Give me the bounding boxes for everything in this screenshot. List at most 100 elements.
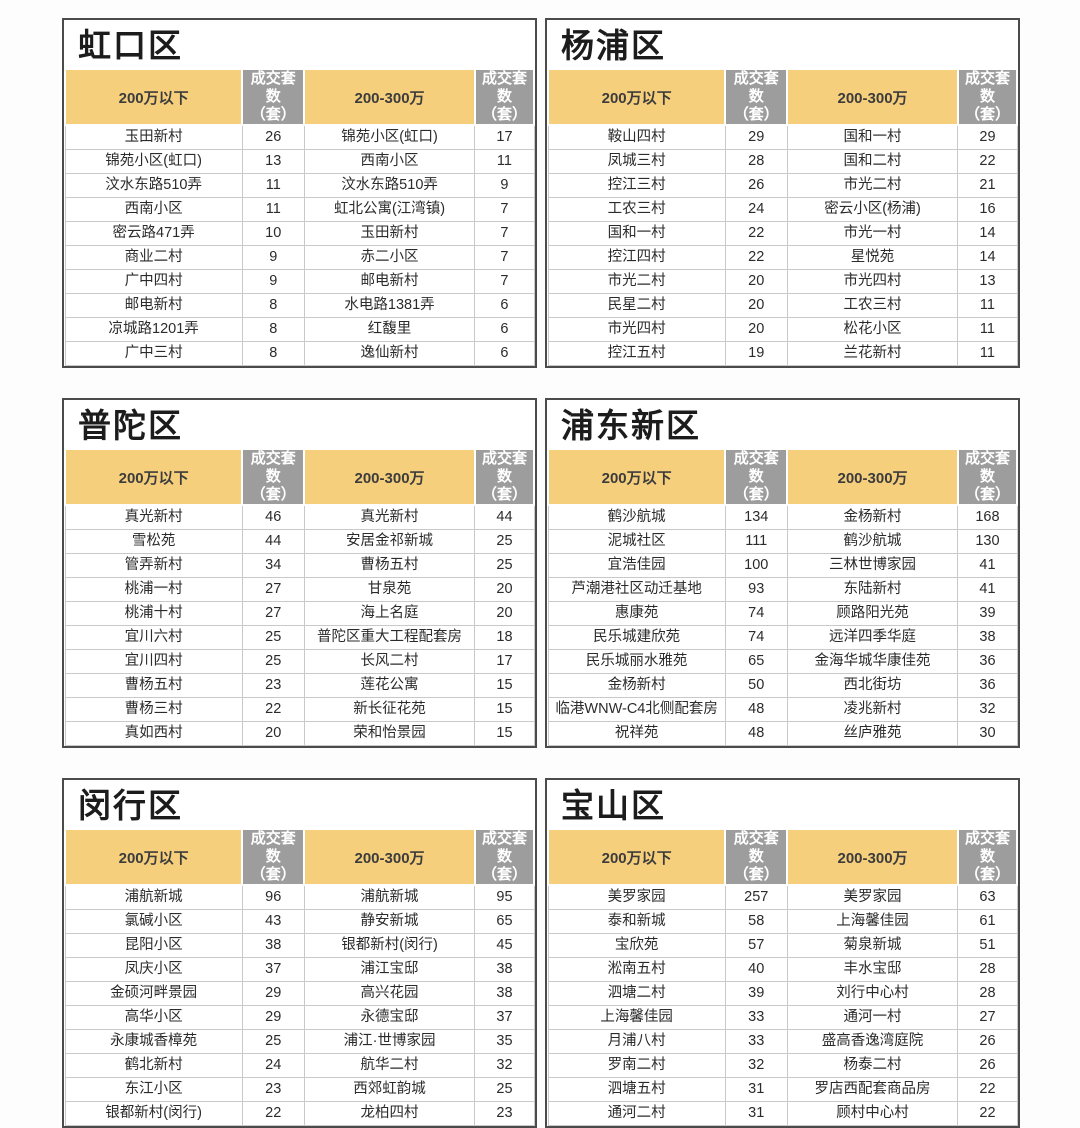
cell-name-200-300: 逸仙新村 [303,341,476,366]
cell-count-under-200: 33 [724,1029,788,1054]
cell-name-under-200: 宝欣苑 [547,933,726,958]
cell-count-200-300: 14 [957,245,1018,270]
count-header-line1: 成交套数 [733,450,779,485]
cell-name-under-200: 真光新村 [64,504,243,530]
table-header-row: 200万以下 成交套数 （套） 200-300万 成交套数 （套） [63,68,536,126]
cell-count-200-300: 17 [474,124,535,150]
table-row: 宜川四村 25 长风二村 17 [64,649,535,674]
cell-name-200-300: 锦苑小区(虹口) [303,124,476,150]
cell-count-200-300: 7 [474,269,535,294]
cell-name-200-300: 安居金祁新城 [303,529,476,554]
cell-name-200-300: 美罗家园 [786,884,959,910]
cell-count-200-300: 38 [957,625,1018,650]
table-row: 邮电新村 8 水电路1381弄 6 [64,293,535,318]
cell-name-200-300: 松花小区 [786,317,959,342]
cell-name-under-200: 宜浩佳园 [547,553,726,578]
table-row: 浦航新城 96 浦航新城 95 [64,884,535,910]
cell-name-200-300: 汶水东路510弄 [303,173,476,198]
table-row: 民乐城建欣苑 74 远洋四季华庭 38 [547,625,1018,650]
cell-count-200-300: 15 [474,721,535,746]
cell-name-under-200: 管弄新村 [64,553,243,578]
cell-name-200-300: 罗店西配套商品房 [786,1077,959,1102]
district-panel: 杨浦区 200万以下 成交套数 （套） 200-300万 成交套数 [545,18,1020,368]
cell-name-200-300: 浦航新城 [303,884,476,910]
cell-count-under-200: 20 [724,293,788,318]
table-row: 凤城三村 28 国和二村 22 [547,149,1018,174]
table-row: 曹杨三村 22 新长征花苑 15 [64,697,535,722]
table-row: 宜川六村 25 普陀区重大工程配套房 18 [64,625,535,650]
district-panel: 宝山区 200万以下 成交套数 （套） 200-300万 成交套数 [545,778,1020,1128]
cell-count-under-200: 31 [724,1101,788,1126]
cell-name-under-200: 高华小区 [64,1005,243,1030]
count-header-line2: （套） [964,866,1010,883]
col-header-count-1: 成交套数 （套） [724,828,789,886]
cell-name-200-300: 荣和怡景园 [303,721,476,746]
table-row: 宜浩佳园 100 三林世博家园 41 [547,553,1018,578]
cell-name-200-300: 凌兆新村 [786,697,959,722]
cell-count-under-200: 25 [241,649,305,674]
table-row: 广中四村 9 邮电新村 7 [64,269,535,294]
cell-count-under-200: 29 [724,124,788,150]
cell-name-under-200: 广中三村 [64,341,243,366]
cell-name-under-200: 鹤北新村 [64,1053,243,1078]
cell-count-under-200: 134 [724,504,788,530]
table-body: 美罗家园 257 美罗家园 63 泰和新城 58 上海馨佳园 61 宝欣苑 57 菊泉新城 51 淞南五… [547,884,1018,1126]
cell-count-200-300: 7 [474,245,535,270]
col-header-under-200: 200万以下 [63,68,244,126]
col-header-count-2: 成交套数 （套） [956,828,1019,886]
cell-count-under-200: 74 [724,601,788,626]
cell-name-under-200: 金硕河畔景园 [64,981,243,1006]
table-row: 泥城社区 111 鹤沙航城 130 [547,529,1018,554]
cell-name-under-200: 汶水东路510弄 [64,173,243,198]
cell-name-under-200: 宜川四村 [64,649,243,674]
cell-count-under-200: 257 [724,884,788,910]
cell-count-200-300: 45 [474,933,535,958]
table-header-row: 200万以下 成交套数 （套） 200-300万 成交套数 （套） [546,448,1019,506]
cell-count-under-200: 11 [241,197,305,222]
cell-count-under-200: 48 [724,721,788,746]
table-row: 凤庆小区 37 浦江宝邸 38 [64,957,535,982]
count-header-line2: （套） [250,866,296,883]
col-header-under-200: 200万以下 [546,828,727,886]
district-panel: 虹口区 200万以下 成交套数 （套） 200-300万 成交套数 [62,18,537,368]
cell-count-200-300: 6 [474,317,535,342]
col-header-200-300: 200-300万 [303,448,476,506]
cell-count-under-200: 33 [724,1005,788,1030]
cell-name-200-300: 鹤沙航城 [786,529,959,554]
cell-name-200-300: 银都新村(闵行) [303,933,476,958]
cell-name-200-300: 菊泉新城 [786,933,959,958]
cell-name-under-200: 浦航新城 [64,884,243,910]
cell-name-200-300: 西南小区 [303,149,476,174]
table-row: 银都新村(闵行) 22 龙柏四村 23 [64,1101,535,1126]
count-header-line1: 成交套数 [250,830,296,865]
col-header-count-1: 成交套数 （套） [724,448,789,506]
col-header-under-200: 200万以下 [63,828,244,886]
table-row: 管弄新村 34 曹杨五村 25 [64,553,535,578]
cell-name-200-300: 市光二村 [786,173,959,198]
table-row: 控江三村 26 市光二村 21 [547,173,1018,198]
table-row: 国和一村 22 市光一村 14 [547,221,1018,246]
cell-count-under-200: 57 [724,933,788,958]
table-row: 泗塘二村 39 刘行中心村 28 [547,981,1018,1006]
cell-name-200-300: 曹杨五村 [303,553,476,578]
count-header-line2: （套） [481,866,527,883]
cell-count-under-200: 28 [724,149,788,174]
table-row: 广中三村 8 逸仙新村 6 [64,341,535,366]
cell-name-200-300: 西北街坊 [786,673,959,698]
cell-count-200-300: 15 [474,697,535,722]
cell-count-under-200: 65 [724,649,788,674]
count-header-line1: 成交套数 [733,70,779,105]
cell-count-200-300: 168 [957,504,1018,530]
cell-count-200-300: 6 [474,293,535,318]
cell-name-under-200: 泰和新城 [547,909,726,934]
cell-count-under-200: 20 [724,269,788,294]
cell-name-under-200: 控江三村 [547,173,726,198]
cell-name-200-300: 高兴花园 [303,981,476,1006]
cell-count-200-300: 36 [957,673,1018,698]
price-table: 200万以下 成交套数 （套） 200-300万 成交套数 （套） 浦航新城 96… [63,828,536,1126]
cell-count-under-200: 29 [241,981,305,1006]
cell-count-under-200: 32 [724,1053,788,1078]
count-header-line1: 成交套数 [481,830,527,865]
cell-name-under-200: 金杨新村 [547,673,726,698]
